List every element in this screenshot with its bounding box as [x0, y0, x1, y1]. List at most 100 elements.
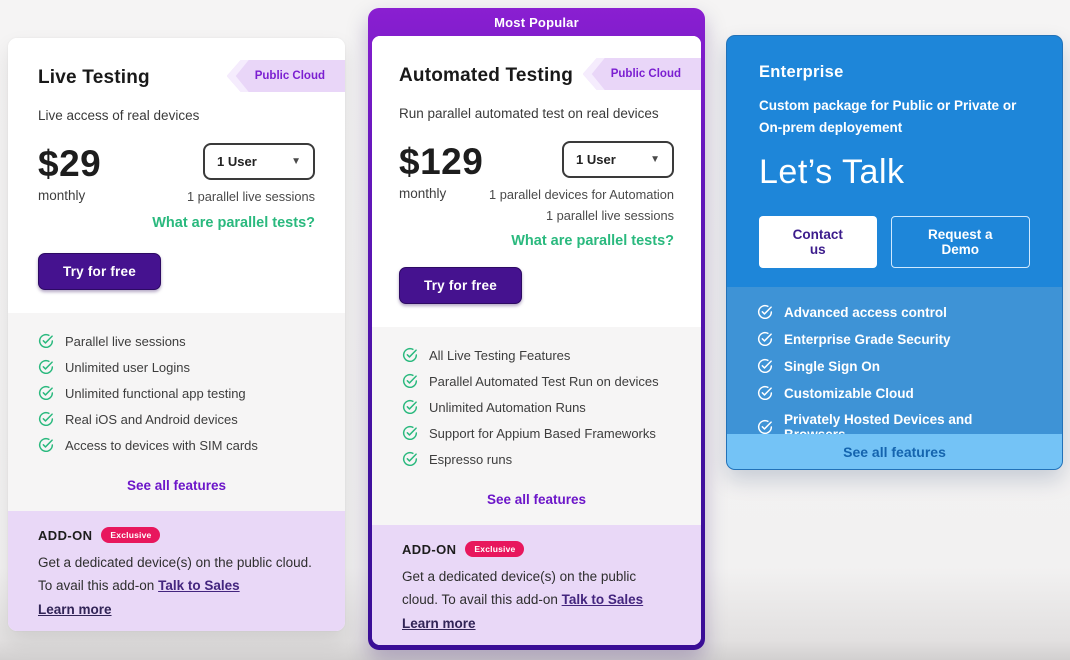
feature-label: Support for Appium Based Frameworks	[429, 425, 656, 441]
enterprise-features: Advanced access control Enterprise Grade…	[727, 287, 1062, 442]
user-count-value: 1 User	[576, 152, 616, 167]
enterprise-header: Enterprise Custom package for Public or …	[727, 36, 1062, 287]
try-for-free-button[interactable]: Try for free	[399, 267, 522, 305]
addon-description: Get a dedicated device(s) on the public …	[402, 566, 671, 611]
check-circle-icon	[38, 437, 54, 453]
addon-label: ADD-ON	[402, 541, 457, 557]
check-circle-icon	[402, 425, 418, 441]
check-circle-icon	[38, 333, 54, 349]
contact-us-button[interactable]: Contact us	[759, 215, 877, 268]
feature-item: Customizable Cloud	[757, 385, 1032, 401]
check-circle-icon	[402, 347, 418, 363]
addon-label: ADD-ON	[38, 527, 93, 543]
feature-item: Unlimited functional app testing	[38, 385, 315, 401]
check-circle-icon	[757, 304, 773, 320]
what-are-parallel-tests-link[interactable]: What are parallel tests?	[152, 214, 315, 231]
addon-panel: ADD-ON Exclusive Get a dedicated device(…	[372, 525, 701, 645]
feature-label: Unlimited Automation Runs	[429, 399, 586, 415]
parallel-sessions-note: 1 parallel live sessions	[545, 207, 674, 223]
check-circle-icon	[38, 359, 54, 375]
feature-item: Unlimited Automation Runs	[402, 399, 671, 415]
check-circle-icon	[757, 419, 773, 435]
card-subtitle: Live access of real devices	[38, 108, 200, 123]
check-circle-icon	[757, 358, 773, 374]
check-circle-icon	[402, 373, 418, 389]
pricing-card-live-testing: Live Testing Public Cloud Live access of…	[8, 38, 345, 631]
addon-panel: ADD-ON Exclusive Get a dedicated device(…	[8, 511, 345, 631]
automated-testing-header: Automated Testing Public Cloud Run paral…	[372, 36, 701, 328]
feature-label: Real iOS and Android devices	[65, 411, 238, 427]
card-subtitle: Run parallel automated test on real devi…	[399, 106, 659, 121]
check-circle-icon	[38, 385, 54, 401]
chevron-down-icon: ▼	[650, 154, 660, 165]
public-cloud-ribbon-label: Public Cloud	[254, 70, 325, 82]
feature-item: Support for Appium Based Frameworks	[402, 425, 671, 441]
check-circle-icon	[402, 399, 418, 415]
feature-label: Unlimited functional app testing	[65, 385, 246, 401]
see-all-features-link[interactable]: See all features	[126, 478, 227, 494]
feature-label: Advanced access control	[784, 304, 947, 320]
public-cloud-ribbon-label: Public Cloud	[610, 68, 681, 80]
feature-item: Unlimited user Logins	[38, 359, 315, 375]
parallel-devices-note: 1 parallel devices for Automation	[489, 187, 674, 202]
card-title-enterprise: Enterprise	[759, 63, 844, 81]
public-cloud-ribbon: Public Cloud	[582, 58, 701, 90]
check-circle-icon	[38, 411, 54, 427]
parallel-sessions-note: 1 parallel live sessions	[186, 189, 315, 204]
price-block: $129 monthly	[399, 141, 483, 249]
pricing-card-enterprise: Enterprise Custom package for Public or …	[726, 35, 1063, 470]
feature-label: Customizable Cloud	[784, 385, 914, 401]
chevron-down-icon: ▼	[291, 156, 301, 167]
talk-to-sales-link[interactable]: Talk to Sales	[158, 577, 240, 593]
feature-item: Advanced access control	[757, 304, 1032, 320]
check-circle-icon	[757, 385, 773, 401]
feature-label: Parallel live sessions	[65, 333, 186, 349]
learn-more-link[interactable]: Learn more	[402, 616, 476, 631]
talk-to-sales-link[interactable]: Talk to Sales	[561, 591, 644, 607]
exclusive-badge: Exclusive	[465, 541, 525, 558]
feature-item: Single Sign On	[757, 358, 1032, 374]
exclusive-badge: Exclusive	[101, 527, 161, 544]
feature-label: Access to devices with SIM cards	[65, 437, 258, 453]
addon-description: Get a dedicated device(s) on the public …	[38, 552, 315, 597]
feature-label: All Live Testing Features	[429, 347, 571, 363]
automated-testing-features: All Live Testing Features Parallel Autom…	[372, 327, 701, 526]
card-subtitle: Custom package for Public or Private or …	[759, 98, 1017, 136]
price-amount: $129	[399, 141, 484, 182]
feature-item: Access to devices with SIM cards	[38, 437, 315, 453]
user-count-select[interactable]: 1 User ▼	[203, 143, 315, 180]
card-title-automated-testing: Automated Testing	[399, 65, 574, 86]
feature-item: Enterprise Grade Security	[757, 331, 1032, 347]
check-circle-icon	[757, 331, 773, 347]
feature-label: Unlimited user Logins	[65, 359, 191, 375]
try-for-free-button[interactable]: Try for free	[38, 252, 161, 290]
feature-item: All Live Testing Features	[402, 347, 671, 363]
user-count-select[interactable]: 1 User ▼	[562, 141, 674, 178]
feature-label: Single Sign On	[784, 358, 881, 374]
price-block: $29 monthly	[38, 143, 101, 231]
see-all-features-link[interactable]: See all features	[486, 492, 587, 508]
feature-label: Espresso runs	[429, 451, 513, 467]
price-period: monthly	[38, 188, 86, 203]
feature-item: Parallel live sessions	[38, 333, 315, 349]
feature-label: Enterprise Grade Security	[784, 331, 951, 347]
live-testing-header: Live Testing Public Cloud Live access of…	[8, 38, 345, 314]
addon-text: Get a dedicated device(s) on the public …	[38, 555, 312, 593]
feature-label: Parallel Automated Test Run on devices	[429, 373, 659, 389]
lets-talk-headline: Let’s Talk	[759, 152, 905, 191]
feature-item: Parallel Automated Test Run on devices	[402, 373, 671, 389]
live-testing-features: Parallel live sessions Unlimited user Lo…	[8, 313, 345, 512]
price-period: monthly	[399, 186, 447, 201]
enterprise-footer: See all features	[727, 434, 1062, 469]
addon-text: Get a dedicated device(s) on the public …	[402, 569, 637, 607]
feature-item: Espresso runs	[402, 451, 671, 467]
user-count-value: 1 User	[217, 154, 257, 169]
request-demo-button[interactable]: Request a Demo	[890, 215, 1030, 268]
see-all-features-link[interactable]: See all features	[843, 443, 946, 460]
what-are-parallel-tests-link[interactable]: What are parallel tests?	[511, 233, 674, 250]
feature-item: Real iOS and Android devices	[38, 411, 315, 427]
price-amount: $29	[38, 143, 102, 184]
pricing-card-automated-testing: Most Popular Automated Testing Public Cl…	[368, 8, 705, 650]
most-popular-banner: Most Popular	[494, 14, 579, 30]
learn-more-link[interactable]: Learn more	[38, 602, 112, 617]
